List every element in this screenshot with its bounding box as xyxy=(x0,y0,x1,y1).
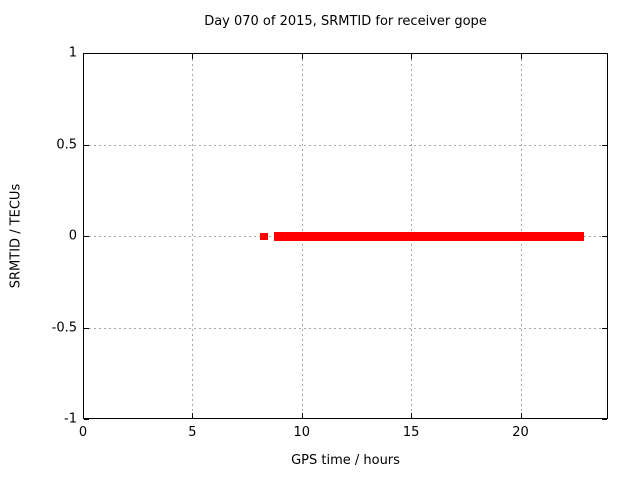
y-axis-label: SRMTID / TECUs xyxy=(8,183,24,289)
y-tick-right xyxy=(602,327,607,329)
gridline-horizontal xyxy=(84,144,607,146)
x-tick-label: 15 xyxy=(402,425,420,440)
chart-title: Day 070 of 2015, SRMTID for receiver gop… xyxy=(204,14,487,29)
y-tick-right xyxy=(602,236,607,237)
y-tick-label: 0 xyxy=(68,228,77,244)
x-tick-bottom xyxy=(83,413,84,418)
x-tick-top xyxy=(301,54,303,59)
y-tick-right xyxy=(602,53,607,54)
data-series-segment xyxy=(260,232,268,240)
y-tick-label: 1 xyxy=(68,45,77,61)
x-tick-bottom xyxy=(301,413,303,418)
x-tick-bottom xyxy=(411,413,413,418)
y-tick-left xyxy=(84,144,89,146)
x-tick-label: 0 xyxy=(78,425,88,440)
x-axis-label: GPS time / hours xyxy=(291,453,400,468)
y-tick-label: -1 xyxy=(64,411,77,427)
x-tick-bottom xyxy=(520,413,522,418)
x-tick-top xyxy=(520,54,522,59)
y-tick-right xyxy=(602,419,607,420)
x-tick-top xyxy=(83,54,84,59)
y-tick-label: 0.5 xyxy=(56,137,77,152)
x-tick-label: 20 xyxy=(512,425,529,440)
x-tick-label: 5 xyxy=(188,425,197,440)
y-tick-left xyxy=(84,53,89,54)
y-tick-right xyxy=(602,144,607,146)
y-tick-label: -0.5 xyxy=(51,320,77,335)
y-tick-left xyxy=(84,327,89,329)
data-series-segment xyxy=(274,231,584,241)
y-tick-left xyxy=(84,419,89,420)
gridline-horizontal xyxy=(84,327,607,329)
x-tick-top xyxy=(411,54,413,59)
y-tick-left xyxy=(84,236,89,237)
x-tick-top xyxy=(192,54,194,59)
x-tick-label: 10 xyxy=(293,425,311,440)
x-tick-bottom xyxy=(192,413,194,418)
gridline-vertical xyxy=(192,54,194,418)
